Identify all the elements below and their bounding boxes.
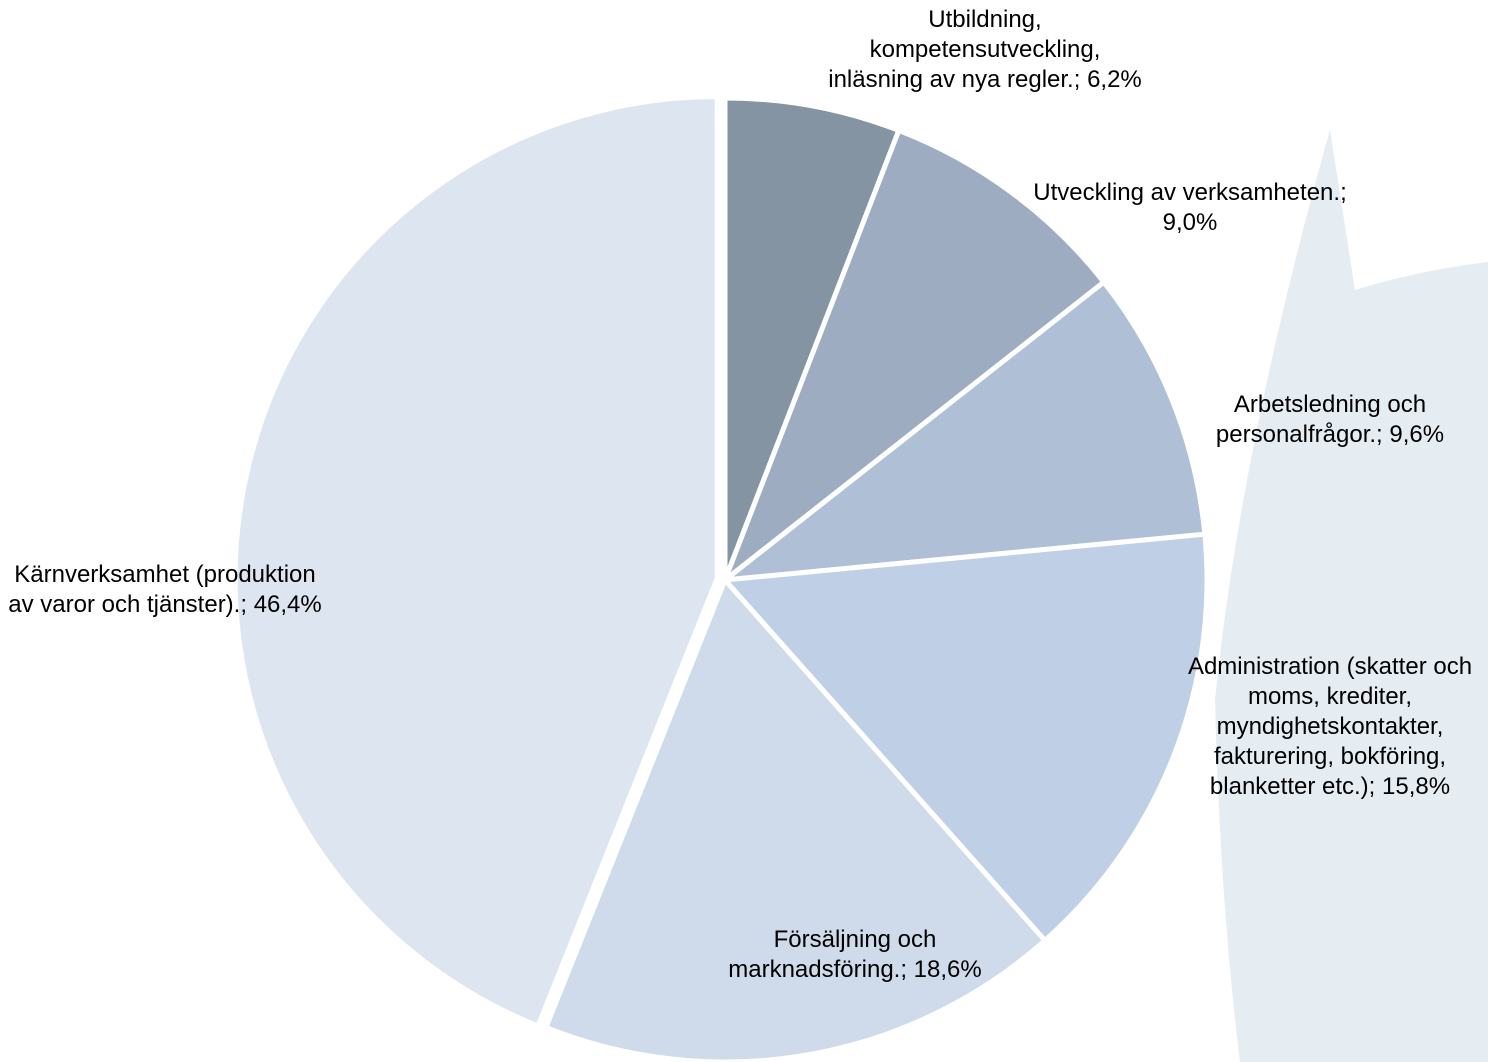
label-value: 18,6% (913, 956, 982, 983)
label-value: 15,8% (1382, 773, 1451, 800)
label-value: 9,0% (1162, 209, 1218, 236)
label-category: Kärnverksamhet (produktion av varor och … (8, 561, 316, 618)
data-label: Kärnverksamhet (produktion av varor och … (5, 560, 325, 620)
background-shape (1215, 130, 1488, 1062)
pie-slice (543, 577, 1048, 1062)
data-label: Försäljning och marknadsföring.; 18,6% (710, 925, 1000, 985)
label-category: Försäljning och marknadsföring.; (728, 926, 937, 983)
pie-slice (232, 93, 720, 1029)
pie-slice (722, 531, 1210, 943)
pie-slice (722, 127, 1107, 583)
data-label: Utbildning, kompetensutveckling, inläsni… (820, 5, 1150, 95)
label-category: Administration (skatter och moms, kredit… (1187, 653, 1473, 800)
label-category: Arbetsledning och personalfrågor.; (1215, 391, 1427, 448)
data-label: Utveckling av verksamheten.; 9,0% (1030, 178, 1350, 238)
data-label: Administration (skatter och moms, kredit… (1175, 652, 1485, 802)
label-category: Utbildning, kompetensutveckling, inläsni… (828, 6, 1101, 93)
pie-slice (722, 279, 1208, 583)
label-category: Utveckling av verksamheten.; (1033, 179, 1347, 206)
label-value: 46,4% (253, 591, 322, 618)
label-value: 9,6% (1389, 421, 1445, 448)
label-value: 6,2% (1087, 66, 1142, 93)
data-label: Arbetsledning och personalfrågor.; 9,6% (1170, 390, 1488, 450)
pie-slice (722, 95, 902, 583)
